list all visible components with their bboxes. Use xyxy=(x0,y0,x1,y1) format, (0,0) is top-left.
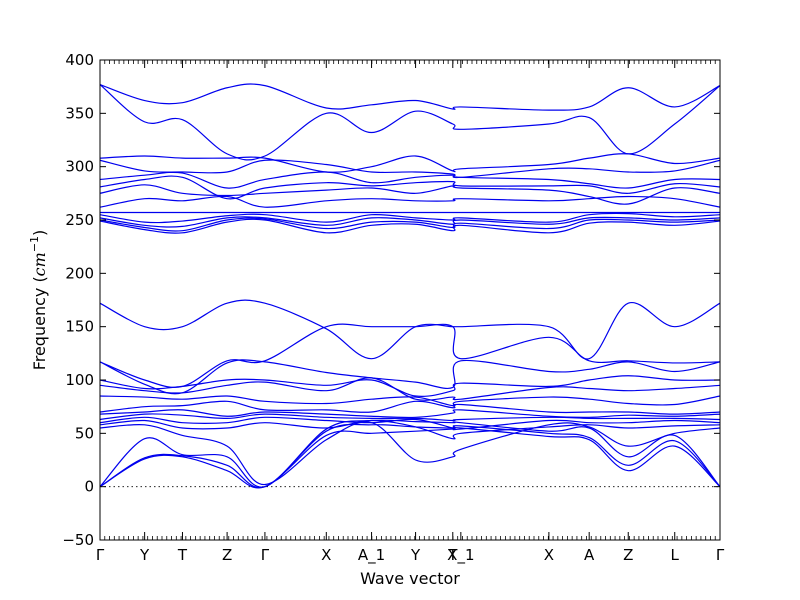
y-tick-label: 400 xyxy=(65,51,94,69)
plot-frame xyxy=(99,59,721,541)
x-tick-label: Γ xyxy=(261,546,270,564)
band-23 xyxy=(99,175,721,200)
band-16 xyxy=(99,218,721,234)
band-10 xyxy=(99,395,721,407)
band-18 xyxy=(99,216,721,228)
band-21 xyxy=(99,195,721,208)
x-axis-ticks: Γ Y T Z Γ X A_1 Y TX_1 X A Z L Γ xyxy=(96,60,725,565)
band-27 xyxy=(99,84,721,161)
band-14 xyxy=(99,323,721,388)
band-7 xyxy=(99,413,721,422)
y-axis-label-unit-open: ( xyxy=(30,276,49,287)
y-axis-label-unit-exp: −1 xyxy=(28,236,41,252)
x-tick-label: Z xyxy=(222,546,232,564)
phonon-bands xyxy=(99,83,721,489)
y-tick-label: 200 xyxy=(65,264,94,282)
y-axis-label-text: Frequency xyxy=(30,288,49,371)
band-11 xyxy=(99,377,721,401)
band-26 xyxy=(99,153,721,173)
band-4 xyxy=(99,421,721,486)
y-tick-label: 300 xyxy=(65,158,94,176)
band-8 xyxy=(99,409,721,419)
y-axis-label-unit: cm xyxy=(30,252,49,276)
x-axis-label: Wave vector xyxy=(360,569,460,588)
band-25 xyxy=(99,159,721,179)
band-15 xyxy=(99,299,721,360)
x-tick-label: Γ xyxy=(96,546,105,564)
x-tick-label: X_1 xyxy=(447,546,474,565)
y-axis-label: Frequency (cm−1) xyxy=(28,230,49,371)
x-tick-label: A xyxy=(584,546,595,564)
x-tick-label: A_1 xyxy=(358,546,385,565)
band-9 xyxy=(99,400,721,415)
x-tick-label: Z xyxy=(623,546,633,564)
band-12 xyxy=(99,375,721,397)
y-tick-label: 250 xyxy=(65,211,94,229)
band-3 xyxy=(99,419,721,488)
band-17 xyxy=(99,217,721,232)
band-6 xyxy=(99,416,721,431)
y-tick-label: −50 xyxy=(62,531,94,549)
y-tick-label: 150 xyxy=(65,318,94,336)
band-19 xyxy=(99,212,721,224)
x-tick-label: Y xyxy=(139,546,150,564)
y-tick-label: 350 xyxy=(65,104,94,122)
y-axis-ticks: −50 0 50 100 150 200 250 300 350 400 xyxy=(62,51,720,549)
x-tick-label: Γ xyxy=(716,546,725,564)
band-28 xyxy=(99,83,721,111)
band-13 xyxy=(99,359,721,395)
x-tick-label: X xyxy=(544,546,554,564)
band-1 xyxy=(99,426,721,489)
y-tick-label: 0 xyxy=(84,478,94,496)
band-5 xyxy=(99,419,721,440)
band-22 xyxy=(99,184,721,205)
x-tick-label: T xyxy=(447,546,458,564)
y-tick-label: 50 xyxy=(75,424,94,442)
minor-ticks xyxy=(99,60,721,540)
y-axis-label-unit-close: ) xyxy=(30,230,49,236)
band-24 xyxy=(99,171,721,189)
y-tick-label: 100 xyxy=(65,371,94,389)
x-tick-label: X xyxy=(321,546,331,564)
x-tick-label: T xyxy=(177,546,188,564)
x-tick-label: Y xyxy=(410,546,421,564)
x-tick-label: L xyxy=(671,546,680,564)
